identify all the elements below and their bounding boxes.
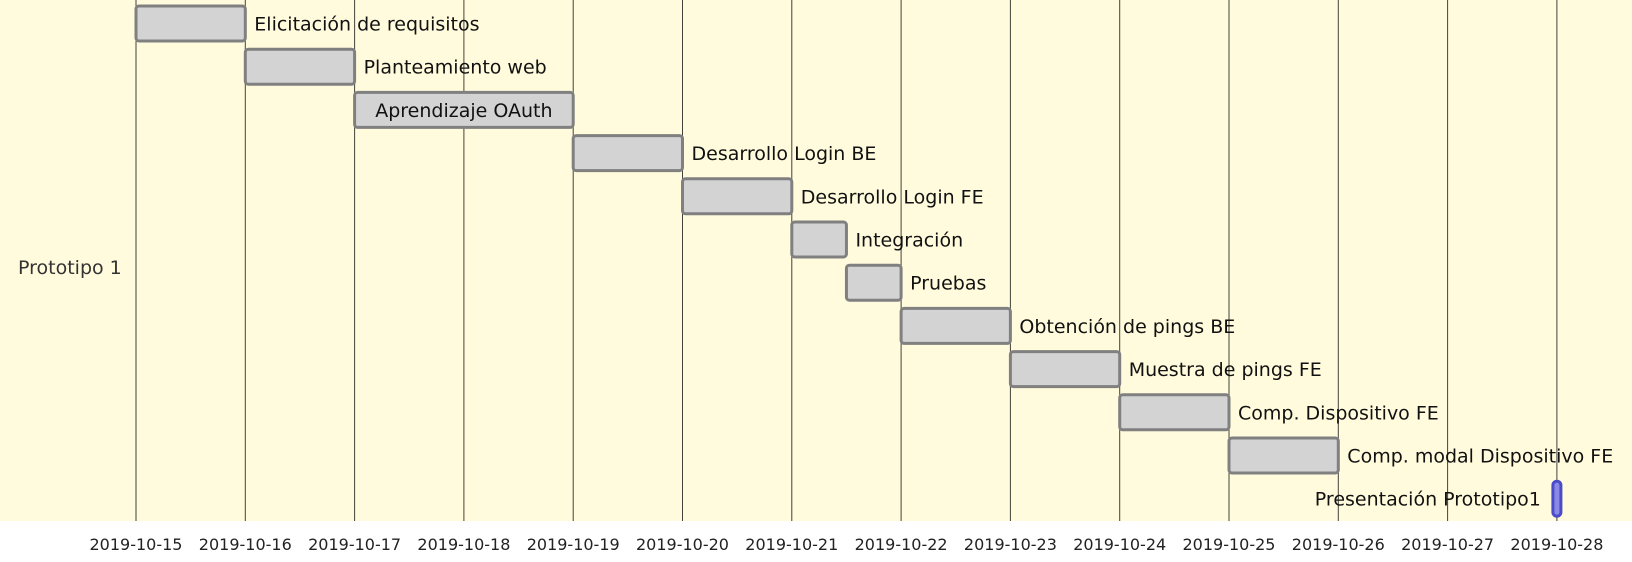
task-label: Elicitación de requisitos [254,14,479,36]
x-tick-label: 2019-10-26 [1292,535,1385,554]
milestone-marker [1551,479,1563,518]
task-label: Integración [855,230,963,252]
task-bar [571,134,685,173]
x-tick-label: 2019-10-16 [199,535,292,554]
task-label: Comp. Dispositivo FE [1238,402,1439,424]
grid-lines [135,0,1558,521]
section-label: Prototipo 1 [18,257,122,279]
task-bars [134,4,1563,518]
task-label: Aprendizaje OAuth [375,100,552,122]
x-tick-label: 2019-10-19 [527,535,620,554]
task-bar [243,47,357,86]
task-label: Presentación Prototipo1 [1315,489,1541,511]
x-tick-label: 2019-10-22 [855,535,948,554]
task-bar [681,177,794,216]
task-bar [790,220,848,259]
task-label: Planteamiento web [364,57,547,79]
x-axis-ticks: 2019-10-15 2019-10-16 2019-10-17 2019-10-18… [90,535,1604,554]
task-labels: Elicitación de requisitos Planteamiento w… [254,14,1613,511]
x-tick-label: 2019-10-24 [1073,535,1166,554]
task-label: Desarrollo Login BE [692,143,877,165]
task-bar [1118,393,1231,432]
task-label: Muestra de pings FE [1129,359,1322,381]
x-tick-label: 2019-10-28 [1510,535,1603,554]
task-bar [844,263,903,302]
x-tick-label: 2019-10-27 [1401,535,1494,554]
task-label: Obtención de pings BE [1019,316,1235,338]
task-bar [353,90,575,129]
x-tick-label: 2019-10-23 [964,535,1057,554]
task-bar [1227,436,1340,475]
task-label: Pruebas [910,273,986,295]
x-tick-label: 2019-10-25 [1183,535,1276,554]
section-background [0,0,1632,521]
x-tick-label: 2019-10-15 [90,535,183,554]
task-bar [134,4,247,43]
task-label: Comp. modal Dispositivo FE [1347,446,1613,468]
task-bar [899,306,1012,345]
x-tick-label: 2019-10-21 [745,535,838,554]
task-bar [1008,350,1122,389]
x-tick-label: 2019-10-18 [417,535,510,554]
x-tick-label: 2019-10-17 [308,535,401,554]
x-tick-label: 2019-10-20 [636,535,729,554]
task-label: Desarrollo Login FE [801,186,984,208]
